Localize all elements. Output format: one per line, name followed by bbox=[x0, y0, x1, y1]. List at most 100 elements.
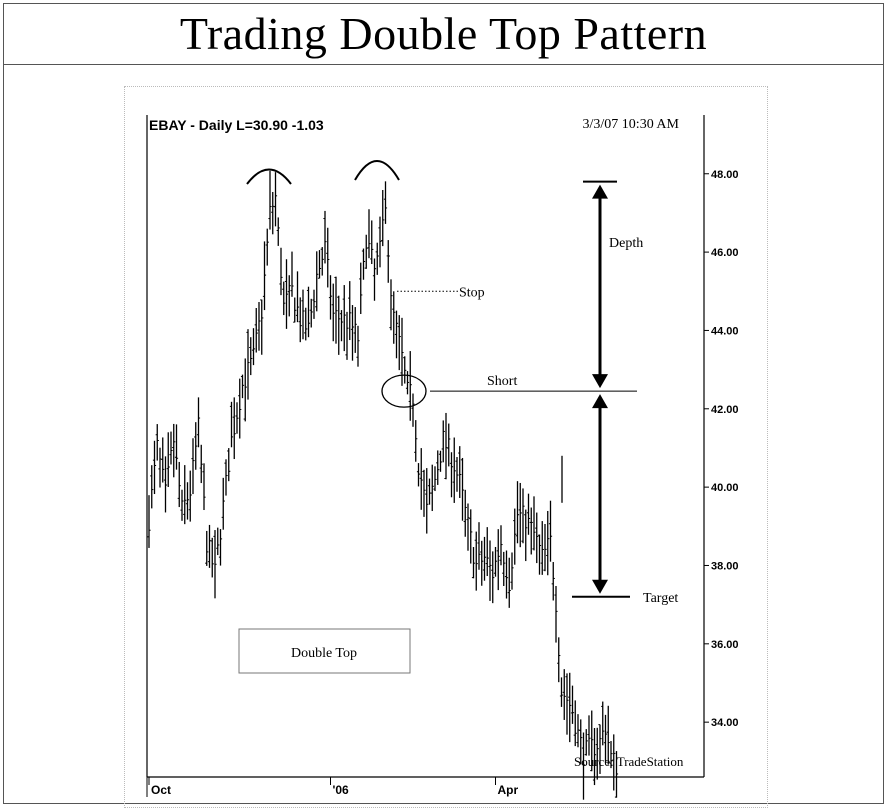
price-bar bbox=[304, 307, 308, 341]
price-bar bbox=[194, 422, 198, 470]
price-bar bbox=[350, 305, 355, 361]
price-bar bbox=[416, 463, 421, 487]
price-bar bbox=[518, 482, 522, 548]
price-bar bbox=[243, 358, 247, 422]
price-bar bbox=[306, 286, 311, 338]
price-bar bbox=[474, 531, 478, 591]
price-bar bbox=[265, 228, 269, 266]
price-bar bbox=[224, 459, 228, 496]
price-bar bbox=[337, 295, 341, 355]
price-bar bbox=[298, 297, 302, 343]
arrow-head-down bbox=[592, 374, 608, 389]
price-bar bbox=[603, 714, 608, 763]
price-bar bbox=[315, 251, 319, 312]
price-bar bbox=[301, 289, 305, 340]
price-bar bbox=[559, 677, 564, 707]
price-bar bbox=[447, 423, 451, 467]
price-bar bbox=[271, 192, 275, 235]
price-bar bbox=[326, 227, 330, 288]
price-bar bbox=[268, 170, 272, 230]
price-bar bbox=[548, 500, 553, 562]
arrow-head-down bbox=[592, 579, 608, 594]
price-bar bbox=[260, 299, 264, 355]
price-bar bbox=[606, 705, 610, 765]
price-bar bbox=[408, 351, 412, 421]
price-bar bbox=[287, 275, 291, 317]
price-bar bbox=[381, 190, 385, 247]
price-bar bbox=[546, 510, 550, 576]
date-tick-label: Oct bbox=[151, 783, 171, 797]
price-bar bbox=[147, 495, 151, 548]
pattern-label-box bbox=[238, 628, 411, 674]
price-bar bbox=[158, 447, 162, 488]
price-bar bbox=[356, 325, 360, 367]
price-bar bbox=[488, 540, 492, 601]
target-label: Target bbox=[643, 591, 678, 606]
price-bar bbox=[400, 317, 404, 386]
price-bar bbox=[587, 715, 591, 756]
chart-container: EBAY - Daily L=30.90 -1.03 3/3/07 10:30 … bbox=[124, 86, 768, 808]
price-bar bbox=[499, 525, 503, 566]
price-bar bbox=[174, 424, 179, 470]
price-bar bbox=[504, 550, 509, 599]
price-bar bbox=[152, 440, 157, 495]
price-tick-label: 38.00 bbox=[711, 560, 739, 572]
price-bar bbox=[614, 751, 619, 798]
price-bar bbox=[232, 397, 236, 460]
price-bar bbox=[535, 512, 539, 564]
price-bar bbox=[235, 402, 239, 434]
price-bar bbox=[595, 727, 599, 780]
price-bar bbox=[345, 311, 349, 360]
price-bar bbox=[161, 437, 165, 483]
price-tick-label: 46.00 bbox=[711, 247, 739, 259]
price-bar bbox=[279, 247, 283, 296]
ohlc-chart: EBAY - Daily L=30.90 -1.03 3/3/07 10:30 … bbox=[146, 115, 739, 800]
price-bar bbox=[155, 424, 159, 461]
source-label: Source: TradeStation bbox=[574, 754, 684, 769]
price-bar bbox=[207, 524, 212, 568]
price-bar bbox=[551, 562, 555, 601]
price-bar bbox=[444, 412, 448, 480]
price-bar bbox=[227, 448, 231, 482]
price-bar bbox=[496, 529, 500, 591]
price-bar bbox=[309, 298, 313, 328]
price-bar bbox=[276, 217, 280, 246]
price-bar bbox=[169, 431, 173, 465]
price-bar bbox=[570, 685, 575, 724]
price-tick-label: 40.00 bbox=[711, 482, 739, 494]
price-bar bbox=[537, 534, 542, 575]
price-bar bbox=[293, 297, 297, 323]
price-bar bbox=[188, 470, 192, 522]
price-bar bbox=[430, 464, 434, 512]
price-bar bbox=[510, 552, 514, 590]
price-bar bbox=[334, 276, 338, 344]
price-bar bbox=[359, 262, 363, 315]
date-tick-label: Apr bbox=[498, 783, 519, 797]
price-bar bbox=[221, 477, 225, 530]
price-bar bbox=[526, 493, 531, 535]
price-bar bbox=[262, 241, 267, 311]
price-bar bbox=[403, 356, 407, 384]
price-bar bbox=[480, 540, 484, 586]
price-bar bbox=[460, 457, 465, 521]
price-bar bbox=[183, 465, 187, 525]
price-bar bbox=[386, 240, 390, 283]
price-bar bbox=[477, 522, 481, 570]
price-bar bbox=[438, 450, 443, 472]
price-bar bbox=[328, 275, 333, 320]
price-bar bbox=[320, 247, 324, 276]
price-bar bbox=[598, 724, 602, 774]
price-bar bbox=[216, 527, 220, 556]
price-tick-label: 48.00 bbox=[711, 169, 739, 181]
price-bar bbox=[425, 468, 429, 534]
price-bar bbox=[565, 673, 569, 735]
price-bar bbox=[405, 371, 410, 395]
date-tick-label: '06 bbox=[333, 783, 350, 797]
price-bar bbox=[573, 700, 577, 747]
price-bar bbox=[452, 437, 456, 503]
pattern-label: Double Top bbox=[291, 646, 357, 661]
depth-label: Depth bbox=[609, 236, 643, 251]
second-top-arc bbox=[354, 160, 400, 181]
price-tick-label: 34.00 bbox=[711, 717, 739, 729]
price-bar bbox=[529, 507, 533, 555]
